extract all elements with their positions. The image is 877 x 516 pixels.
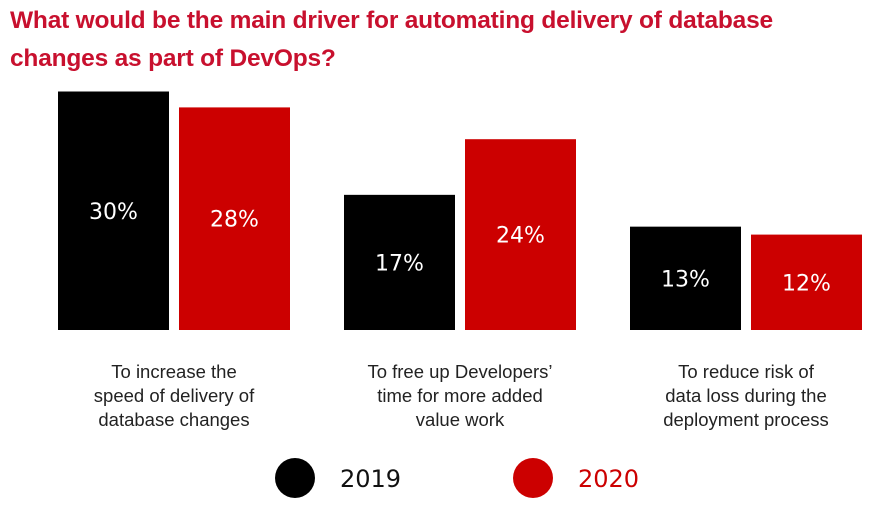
category-label-line: database changes xyxy=(98,409,249,430)
bar-value-label: 24% xyxy=(496,224,545,249)
category-label-line: speed of delivery of xyxy=(94,385,255,406)
category-label-line: To increase the xyxy=(111,361,236,382)
bar-2019-cat-2 xyxy=(344,194,455,330)
bar-value-label: 17% xyxy=(375,251,424,276)
bar-2019-cat-3 xyxy=(630,226,741,330)
chart-title-line-2: changes as part of DevOps? xyxy=(10,45,336,72)
category-label-line: value work xyxy=(416,409,505,430)
legend-label-2020: 2020 xyxy=(578,465,639,493)
bars-group: 30% 28% 17% 24% 13% 12% xyxy=(58,91,862,331)
bar-2020-cat-3 xyxy=(751,234,862,330)
category-label-line: time for more added xyxy=(377,385,543,406)
bar-value-label: 13% xyxy=(661,267,710,292)
category-label-line: data loss during the xyxy=(665,385,826,406)
legend-marker-2020 xyxy=(513,458,553,498)
legend: 2019 2020 xyxy=(275,458,639,498)
category-label-line: deployment process xyxy=(663,409,829,430)
bar-2020-cat-1 xyxy=(179,107,290,331)
bar-value-label: 30% xyxy=(89,200,138,225)
bar-2020-cat-2 xyxy=(465,139,576,330)
legend-label-2019: 2019 xyxy=(340,465,401,493)
chart-title-line-1: What would be the main driver for automa… xyxy=(10,7,773,34)
bar-value-label: 28% xyxy=(210,208,259,233)
category-labels-group: To increase the speed of delivery of datab… xyxy=(94,361,829,430)
bar-value-label: 12% xyxy=(782,271,831,296)
category-label-line: To free up Developers’ xyxy=(367,361,552,382)
chart-title: What would be the main driver for automa… xyxy=(10,2,870,78)
legend-marker-2019 xyxy=(275,458,315,498)
bar-2019-cat-1 xyxy=(58,91,169,330)
category-label-line: To reduce risk of xyxy=(678,361,815,382)
